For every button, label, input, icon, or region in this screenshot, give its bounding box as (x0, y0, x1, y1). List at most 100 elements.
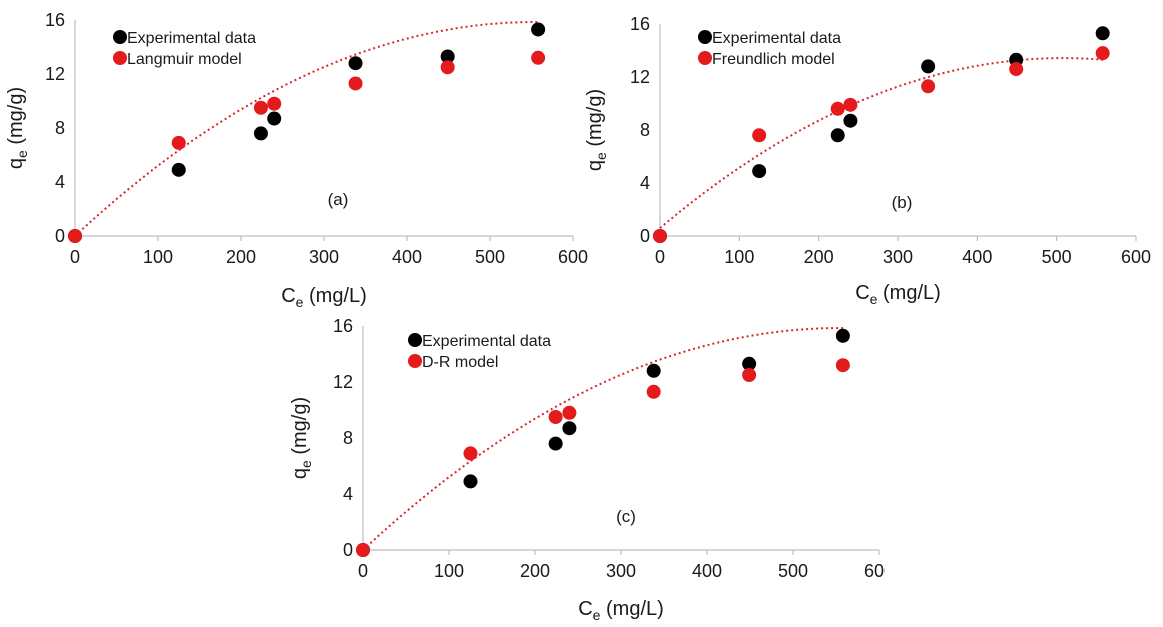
experimental-point (835, 328, 850, 343)
y-axis-label-sub: e (593, 152, 609, 160)
y-axis-label-main: q (289, 468, 311, 479)
x-tick-label: 0 (358, 561, 368, 581)
legend-marker (698, 30, 712, 44)
model-point (267, 96, 282, 111)
model-point (253, 100, 268, 115)
x-axis-label: Ce (mg/L) (281, 285, 367, 310)
y-tick-label: 16 (630, 14, 650, 34)
model-point (835, 358, 850, 373)
y-tick-label: 8 (343, 428, 353, 448)
x-tick-label: 600 (558, 247, 588, 267)
trendline (362, 327, 845, 551)
experimental-point (440, 49, 455, 64)
y-axis-label-rest: (mg/g) (584, 89, 606, 152)
model-point (562, 405, 577, 420)
legend-label: Freundlich model (712, 51, 835, 68)
x-axis-label-main: C (578, 598, 592, 620)
experimental-point (562, 421, 577, 436)
experimental-point (531, 22, 546, 37)
x-axis-label-sub: e (593, 607, 601, 622)
legend-label: Experimental data (127, 30, 256, 47)
y-axis-label-main: q (5, 158, 27, 169)
x-tick-label: 100 (434, 561, 464, 581)
x-axis-label: Ce (mg/L) (578, 598, 664, 622)
x-tick-label: 200 (520, 561, 550, 581)
chart-panel-b: 0 100 200 300 400 500 600 0 4 8 12 16 Ce (mg/L) qe (m… (582, 0, 1163, 315)
y-axis-label-rest: (mg/g) (289, 397, 311, 460)
legend-marker (408, 333, 422, 347)
model-point (68, 229, 82, 243)
x-tick-label: 400 (962, 247, 992, 267)
experimental-point (548, 436, 563, 451)
x-tick-label: 400 (392, 247, 422, 267)
experimental-point (646, 363, 661, 378)
x-axis-label-main: C (855, 282, 869, 304)
legend-label: Experimental data (712, 30, 841, 47)
trendline (659, 57, 1105, 229)
x-axis-label-rest: (mg/L) (600, 598, 663, 620)
y-tick-label: 8 (640, 120, 650, 140)
y-tick-label: 16 (45, 10, 65, 30)
experimental-point (843, 113, 858, 128)
x-tick-label: 500 (1042, 247, 1072, 267)
x-tick-label: 300 (606, 561, 636, 581)
legend-label: Experimental data (422, 333, 551, 350)
x-axis-label-main: C (281, 285, 295, 307)
model-point (463, 446, 478, 461)
experimental-point (742, 356, 757, 371)
y-tick-label: 0 (55, 226, 65, 246)
x-tick-label: 500 (475, 247, 505, 267)
panel-label: (a) (328, 190, 349, 209)
experimental-point (830, 128, 845, 143)
y-tick-label: 4 (343, 484, 353, 504)
x-tick-label: 500 (778, 561, 808, 581)
panel-label: (c) (616, 507, 636, 526)
x-tick-label: 200 (804, 247, 834, 267)
legend-label: Langmuir model (127, 51, 242, 68)
experimental-point (253, 126, 268, 141)
y-tick-label: 0 (640, 226, 650, 246)
experimental-point (463, 474, 478, 489)
model-point (921, 79, 936, 94)
x-tick-label: 0 (70, 247, 80, 267)
y-tick-label: 12 (333, 372, 353, 392)
y-axis-label-sub: e (14, 150, 30, 158)
x-axis-label: Ce (mg/L) (855, 282, 941, 307)
experimental-point (348, 56, 363, 71)
x-tick-label: 100 (143, 247, 173, 267)
model-point (830, 101, 845, 116)
legend-marker (698, 51, 712, 65)
y-axis-label: qe (mg/g) (289, 397, 314, 479)
experimental-point (752, 164, 767, 179)
legend-marker (113, 51, 127, 65)
experimental-point (1095, 26, 1110, 41)
model-point (548, 410, 563, 424)
legend-marker (113, 30, 127, 44)
y-tick-label: 8 (55, 118, 65, 138)
y-tick-label: 0 (343, 540, 353, 560)
y-tick-label: 4 (55, 172, 65, 192)
trendline (74, 21, 540, 237)
model-point (1095, 46, 1110, 61)
model-point (356, 543, 370, 557)
x-tick-label: 300 (309, 247, 339, 267)
model-point (742, 368, 757, 382)
model-point (752, 128, 767, 143)
model-point (653, 229, 667, 243)
model-point (1009, 62, 1024, 77)
model-point (348, 76, 363, 91)
y-tick-label: 4 (640, 173, 650, 193)
x-tick-label: 300 (883, 247, 913, 267)
experimental-point (921, 59, 936, 74)
y-axis-label: qe (mg/g) (5, 87, 30, 169)
x-axis-label-rest: (mg/L) (877, 282, 940, 304)
chart-panel-a: 0 100 200 300 400 500 600 0 4 8 12 16 Ce (mg/L) qe (m… (0, 0, 590, 315)
panel-label: (b) (892, 193, 913, 212)
x-axis-label-sub: e (870, 291, 878, 307)
x-tick-label: 0 (655, 247, 665, 267)
y-axis-label-main: q (584, 160, 606, 171)
